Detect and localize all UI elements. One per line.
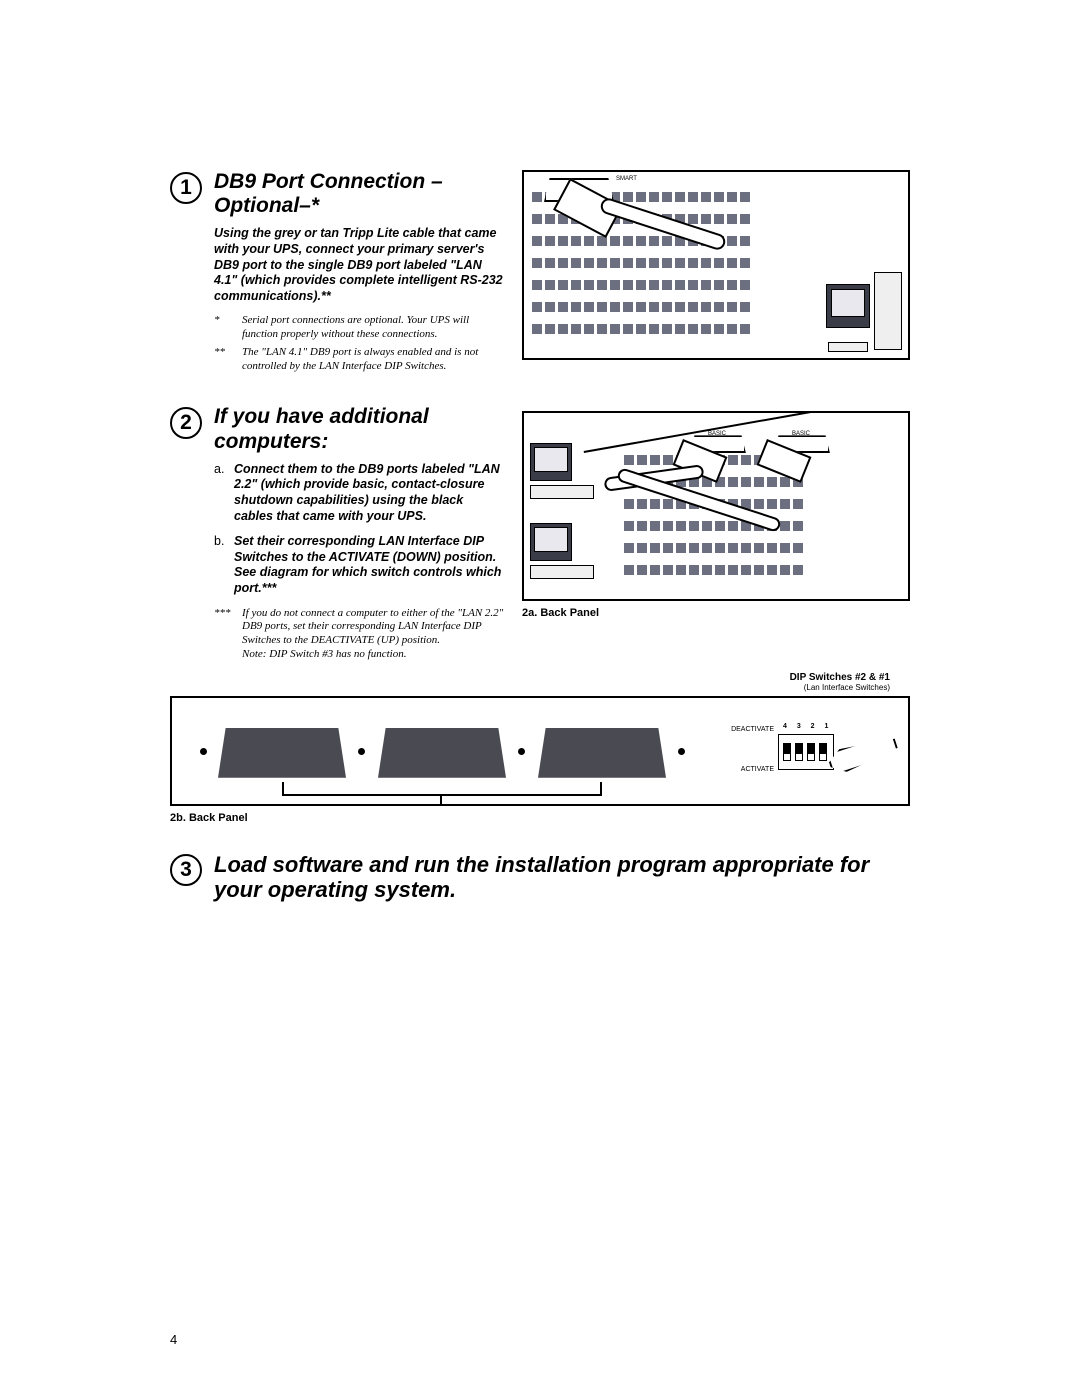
footnote-2: ** The "LAN 4.1" DB9 port is always enab…: [214, 346, 504, 374]
figure-2a: BASIC BASIC: [522, 411, 910, 601]
dip-switch-icon: [807, 743, 815, 761]
dip-switch-icon: [819, 743, 827, 761]
step-marker-3: 3: [170, 854, 202, 886]
dip-numbers: 4 3 2 1: [783, 723, 832, 730]
sub-text: Set their corresponding LAN Interface DI…: [234, 534, 504, 597]
keyboard-icon: [828, 342, 868, 352]
sub-text: Connect them to the DB9 ports labeled "L…: [234, 462, 504, 525]
dip-switch-icon: [783, 743, 791, 761]
figure-2b-wrapper: DIP Switches #2 & #1 (Lan Interface Swit…: [170, 666, 910, 824]
tower-pc-icon: [874, 272, 902, 350]
section-2-title: If you have additional computers:: [214, 405, 504, 453]
dip-title: DIP Switches #2 & #1: [150, 672, 890, 683]
footnote-mark: **: [214, 346, 242, 374]
port-label-smart: SMART: [616, 176, 637, 182]
figure-2b-caption: 2b. Back Panel: [170, 812, 910, 824]
section-3-title: Load software and run the installation p…: [214, 852, 910, 903]
footnote-text: If you do not connect a computer to eith…: [242, 607, 504, 662]
monitor-icon: [530, 523, 572, 561]
pointer-icon: [826, 731, 900, 775]
section-3: 3 Load software and run the installation…: [170, 852, 910, 911]
port-label-basic: BASIC: [792, 431, 810, 437]
footnote-mark: *: [214, 314, 242, 342]
db9-socket-icon: [218, 728, 346, 778]
dip-switch-box: 4 3 2 1: [778, 734, 834, 770]
port-label-basic: BASIC: [708, 431, 726, 437]
db9-socket-icon: [378, 728, 506, 778]
section-1-title: DB9 Port Connection –Optional–*: [214, 170, 504, 218]
dip-switch-icon: [795, 743, 803, 761]
monitor-icon: [530, 443, 572, 481]
sub-label: a.: [214, 462, 234, 525]
deactivate-label: DEACTIVATE: [731, 726, 774, 733]
db9-socket-icon: [538, 728, 666, 778]
sub-b: b. Set their corresponding LAN Interface…: [214, 534, 504, 597]
desktop-pc-icon: [530, 485, 594, 499]
figure-2a-caption: 2a. Back Panel: [522, 607, 910, 619]
monitor-icon: [826, 284, 870, 328]
activate-label: ACTIVATE: [741, 766, 774, 773]
page-content: 1 DB9 Port Connection –Optional–* Using …: [0, 0, 1080, 978]
footnote-text: Serial port connections are optional. Yo…: [242, 314, 504, 342]
footnote-text: The "LAN 4.1" DB9 port is always enabled…: [242, 346, 504, 374]
section-1: 1 DB9 Port Connection –Optional–* Using …: [170, 170, 910, 377]
step-marker-1: 1: [170, 172, 202, 204]
bracket-line: [282, 782, 602, 796]
footnote-1: * Serial port connections are optional. …: [214, 314, 504, 342]
desktop-pc-icon: [530, 565, 594, 579]
footnote-mark: ***: [214, 607, 242, 662]
step-marker-2: 2: [170, 407, 202, 439]
section-2: 2 If you have additional computers: a. C…: [170, 405, 910, 823]
figure-2b: DEACTIVATE ACTIVATE 4 3 2 1: [170, 696, 910, 806]
footnote-3: *** If you do not connect a computer to …: [214, 607, 504, 662]
figure-1: SMART: [522, 170, 910, 360]
sub-a: a. Connect them to the DB9 ports labeled…: [214, 462, 504, 525]
page-number: 4: [170, 1332, 177, 1347]
dip-subtitle: (Lan Interface Switches): [150, 683, 890, 692]
sub-label: b.: [214, 534, 234, 597]
section-1-intro: Using the grey or tan Tripp Lite cable t…: [214, 226, 504, 304]
